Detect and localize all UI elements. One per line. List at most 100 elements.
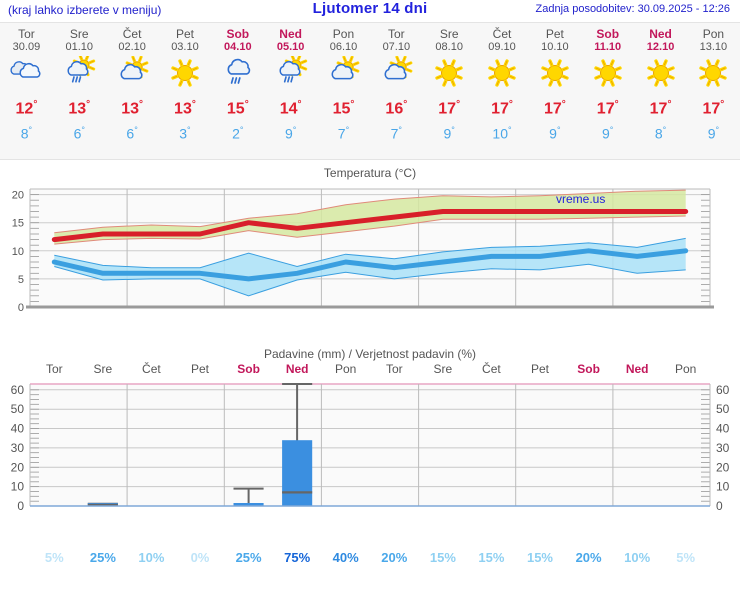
temp-max: 17° — [438, 99, 461, 118]
temp-min: 7° — [337, 125, 350, 142]
page-header: (kraj lahko izberete v meniju) Ljutomer … — [0, 0, 740, 22]
sun-icon — [528, 54, 581, 94]
svg-text:30: 30 — [11, 441, 25, 455]
forecast-day-column[interactable]: Pon 06.10 15° 7° — [317, 24, 370, 144]
forecast-day-column[interactable]: Ned 12.10 17° 8° — [634, 24, 687, 144]
day-columns: Tor 30.09 12° 8° Sre 01.10 13° 6° Čet 02.10 13° 6° P… — [0, 24, 740, 144]
svg-text:50: 50 — [716, 402, 730, 416]
svg-text:40: 40 — [716, 422, 730, 436]
precipitation-day-labels: Tor Sre Čet Pet Sob Ned Pon Tor Sre Čet Pet Sob Ned P… — [0, 362, 740, 378]
svg-text:20: 20 — [11, 460, 25, 474]
day-name: Tor — [387, 27, 405, 41]
temperature-plot: 0 5 10 15 20 vreme.us — [12, 188, 714, 314]
svg-text:0: 0 — [18, 302, 24, 314]
temp-min: 9° — [707, 125, 720, 142]
day-name: Ned — [649, 27, 672, 41]
svg-text:60: 60 — [716, 383, 730, 397]
temp-min: 7° — [390, 125, 403, 142]
page-title: Ljutomer 14 dni — [312, 0, 428, 17]
temp-max: 17° — [596, 99, 619, 118]
temp-max: 17° — [543, 99, 566, 118]
svg-text:20: 20 — [716, 460, 730, 474]
watermark: vreme.us — [556, 192, 605, 206]
temp-min: 8° — [654, 125, 667, 142]
forecast-day-column[interactable]: Sob 11.10 17° 9° — [581, 24, 634, 144]
temp-max: 16° — [385, 99, 408, 118]
day-name: Sre — [439, 27, 459, 41]
svg-text:0: 0 — [716, 499, 723, 513]
day-date: 10.10 — [541, 41, 569, 53]
day-name: Čet — [122, 27, 142, 41]
precipitation-day-label: Tor — [45, 362, 63, 376]
precipitation-plot: 0 0 10 10 20 20 30 30 40 40 50 50 60 60 — [11, 383, 730, 513]
temp-min: 9° — [284, 125, 297, 142]
precipitation-probability: 15% — [478, 550, 505, 565]
sun-icon — [159, 54, 212, 94]
forecast-day-column[interactable]: Tor 30.09 12° 8° — [0, 24, 53, 144]
precipitation-probability: 0% — [190, 550, 210, 565]
temp-min: 6° — [126, 125, 138, 142]
svg-text:10: 10 — [716, 480, 730, 494]
day-name: Pon — [332, 27, 355, 41]
svg-text:10: 10 — [11, 480, 25, 494]
sun-icon — [423, 54, 476, 94]
precipitation-day-label: Ned — [285, 362, 309, 376]
day-name: Ned — [279, 27, 302, 41]
precipitation-day-label: Pon — [335, 362, 357, 376]
forecast-day-column[interactable]: Pon 13.10 17° 9° — [687, 24, 740, 144]
day-date: 06.10 — [329, 41, 358, 53]
precipitation-probability: 40% — [332, 550, 359, 565]
temp-max: 13° — [68, 99, 91, 118]
day-date: 01.10 — [65, 41, 94, 53]
forecast-day-column[interactable]: Čet 02.10 13° 6° — [106, 24, 159, 144]
day-name: Sob — [226, 27, 250, 41]
day-name: Tor — [18, 27, 35, 41]
forecast-day-column[interactable]: Ned 05.10 14° 9° — [264, 24, 317, 144]
svg-text:40: 40 — [11, 422, 25, 436]
forecast-day-column[interactable]: Sob 04.10 15° 2° — [211, 24, 264, 144]
sun-icon — [476, 54, 529, 94]
precipitation-chart: Padavine (mm) / Verjetnost padavin (%) T… — [0, 341, 740, 568]
forecast-day-column[interactable]: Pet 10.10 17° 9° — [528, 24, 581, 144]
temp-max: 17° — [491, 99, 513, 118]
precipitation-probability: 10% — [624, 550, 651, 565]
precipitation-probability: 5% — [44, 550, 64, 565]
sun-cloud-icon — [106, 54, 159, 94]
precipitation-day-label: Tor — [385, 362, 403, 376]
sun-cloud-icon — [317, 54, 370, 94]
temp-min: 9° — [443, 125, 455, 142]
temp-max: 13° — [174, 99, 196, 118]
day-date: 05.10 — [276, 41, 305, 53]
location-note: (kraj lahko izberete v meniju) — [8, 3, 162, 17]
temp-min: 6° — [73, 125, 85, 142]
temp-min: 9° — [602, 125, 614, 142]
day-date: 04.10 — [224, 41, 252, 53]
day-name: Sob — [596, 27, 620, 41]
precipitation-day-label: Pet — [190, 362, 209, 376]
precipitation-probability: 15% — [429, 550, 456, 565]
precipitation-probability: 25% — [235, 550, 262, 565]
day-date: 30.09 — [12, 41, 41, 53]
forecast-day-column[interactable]: Sre 08.10 17° 9° — [423, 24, 476, 144]
svg-text:50: 50 — [11, 402, 25, 416]
day-date: 08.10 — [435, 41, 463, 53]
precipitation-probability: 5% — [676, 550, 696, 565]
cloudy-icon — [0, 54, 53, 94]
temp-max: 15° — [332, 99, 355, 118]
precipitation-probability: 20% — [575, 550, 602, 565]
svg-text:20: 20 — [12, 190, 24, 202]
svg-text:0: 0 — [17, 499, 24, 513]
day-date: 13.10 — [699, 41, 728, 53]
forecast-day-column[interactable]: Pet 03.10 13° 3° — [159, 24, 212, 144]
sun-icon — [634, 54, 687, 94]
forecast-day-column[interactable]: Tor 07.10 16° 7° — [370, 24, 423, 144]
cloud-rain-icon — [211, 54, 264, 94]
day-date: 03.10 — [171, 41, 199, 53]
forecast-day-column[interactable]: Čet 09.10 17° 10° — [476, 24, 529, 144]
last-updated: Zadnja posodobitev: 30.09.2025 - 12:26 — [535, 3, 730, 15]
day-date: 12.10 — [646, 41, 675, 53]
sun-cloud-rain-icon — [264, 54, 317, 94]
temp-max: 17° — [649, 99, 672, 118]
temp-max: 12° — [15, 99, 38, 118]
forecast-day-column[interactable]: Sre 01.10 13° 6° — [53, 24, 106, 144]
